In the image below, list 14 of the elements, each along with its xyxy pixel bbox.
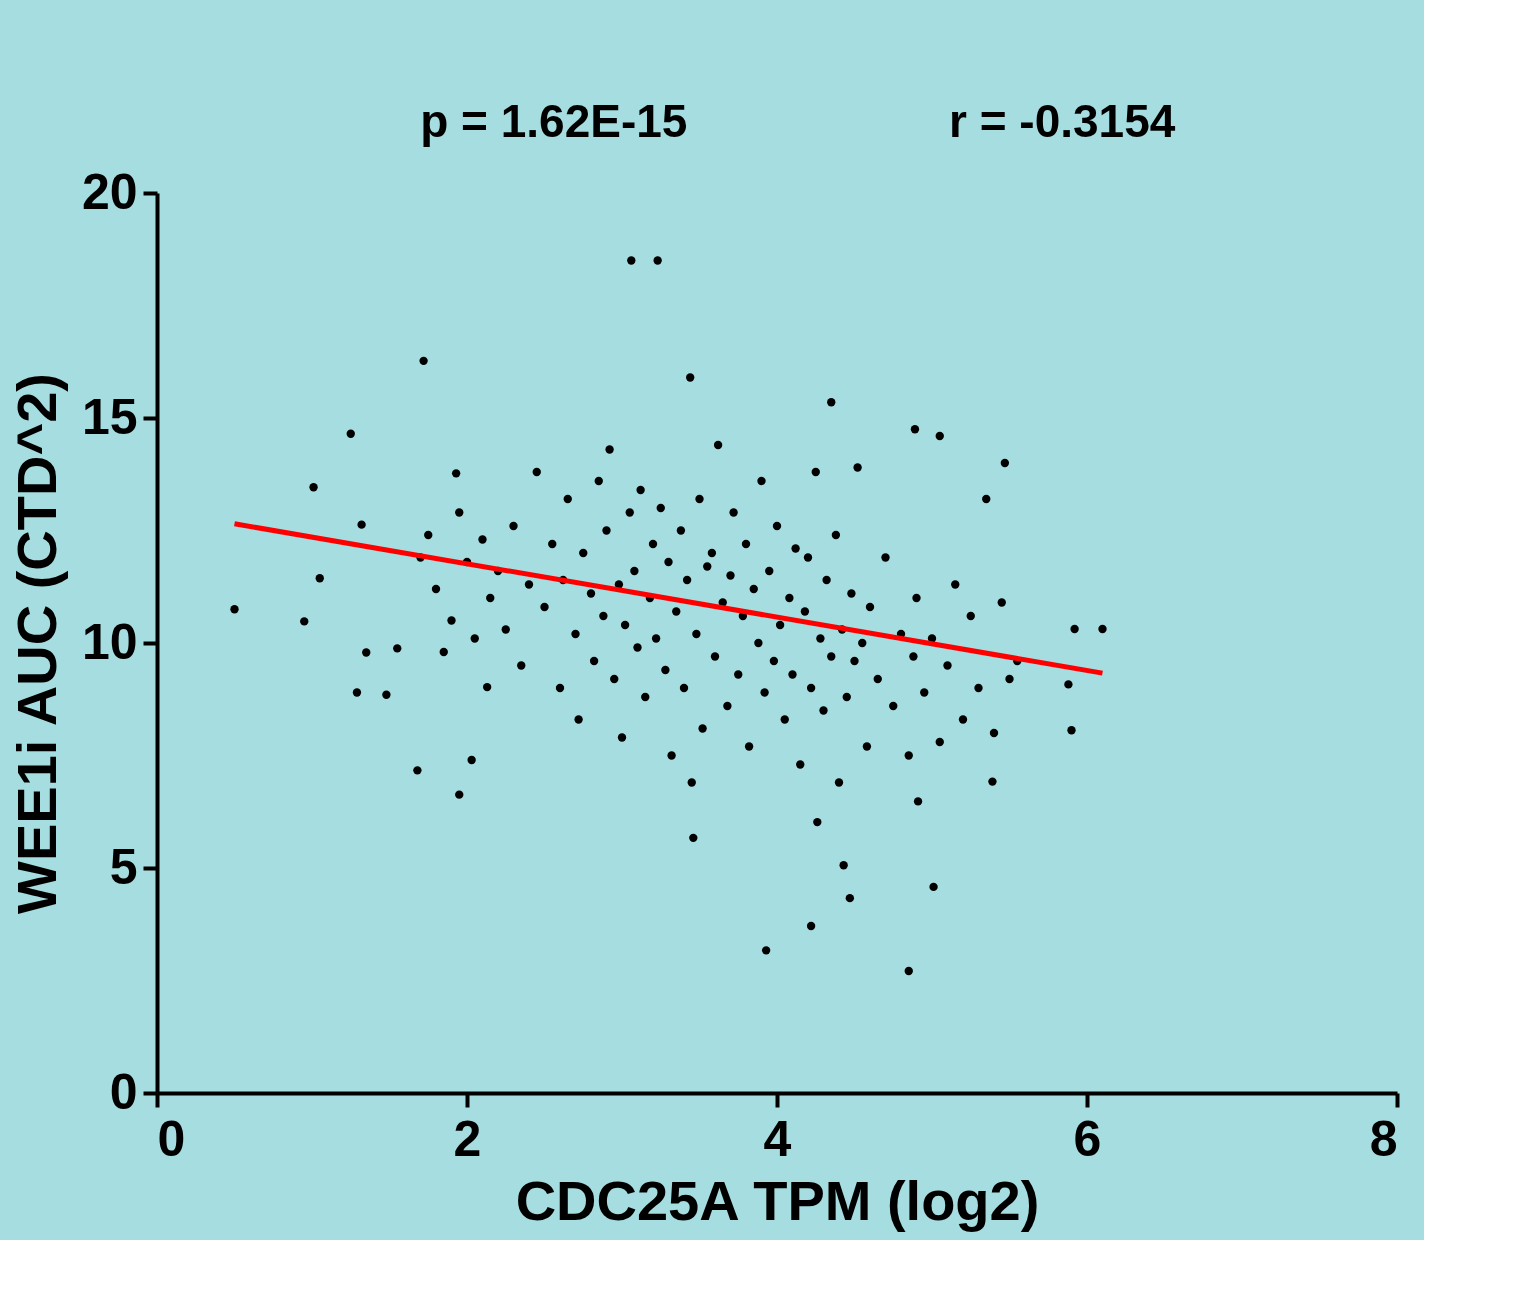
x-tick-label: 8 [1369, 1110, 1398, 1167]
x-tick-label: 2 [453, 1110, 482, 1167]
y-tick-label: 15 [81, 388, 138, 445]
x-tick-label: 4 [763, 1110, 792, 1167]
y-tick-label: 5 [109, 838, 138, 895]
x-axis-title: CDC25A TPM (log2) [515, 1168, 1040, 1232]
y-tick-label: 10 [81, 613, 138, 670]
y-tick-label: 20 [81, 163, 138, 220]
y-axis-title: WEE1i AUC (CTD^2) [4, 373, 68, 914]
text: r = -0.3154 [949, 95, 1176, 147]
x-tick-label: 0 [157, 1110, 186, 1167]
text: p = 1.62E-15 [420, 95, 688, 147]
y-tick-label: 0 [109, 1063, 138, 1120]
x-tick-label: 6 [1073, 1110, 1102, 1167]
